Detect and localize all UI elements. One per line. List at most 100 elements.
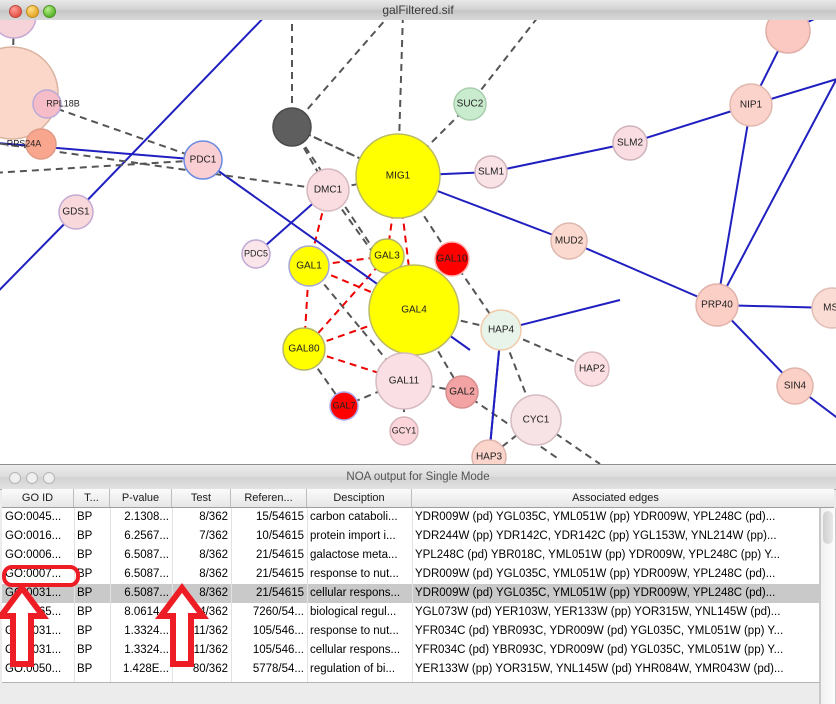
node-circle[interactable] [25,128,57,160]
node-circle[interactable] [480,309,522,351]
node-PDC5[interactable]: PDC5 [241,239,271,269]
node-circle[interactable] [375,352,433,410]
table-header-pvalue[interactable]: P-value [110,489,172,507]
node-circle[interactable] [474,155,508,189]
node-circle[interactable] [776,367,814,405]
node-GAL11[interactable]: GAL11 [375,352,433,410]
node-PRP40[interactable]: PRP40 [695,283,739,327]
node-circle[interactable] [369,238,405,274]
cell-reference: 7260/54... [252,606,304,618]
node-circle[interactable] [574,351,610,387]
node-GDS1[interactable]: GDS1 [58,194,94,230]
node-circle[interactable] [612,125,648,161]
dialog-close-button[interactable] [9,472,21,484]
node-circle[interactable] [272,107,312,147]
table-body[interactable]: GO:0045... BP 2.1308... 8/362 15/54615 carbon… [2,508,820,682]
network-graph[interactable]: RPL18B RPS24A GDS1 PDC1 PDC5 DMC1 MIG1 SUC2 SLM1… [0,20,836,464]
cell-edges: YDR009W (pd) YGL035C, YML051W (pp) YDR00… [415,511,776,523]
node-SUC2[interactable]: SUC2 [453,87,487,121]
table-row[interactable]: GO:0065... BP 8.0614... 94/362 7260/54... bio… [2,603,819,622]
node-topright[interactable] [765,20,811,54]
node-circle[interactable] [695,283,739,327]
cell-description: carbon cataboli... [310,511,398,523]
node-circle[interactable] [729,83,773,127]
table-row[interactable]: GO:0006... BP 6.5087... 8/362 21/54615 galact… [2,546,819,565]
dialog-zoom-button[interactable] [43,472,55,484]
table-header-type[interactable]: T... [74,489,110,507]
node-label: SLM1 [478,167,505,178]
node-HAP3[interactable]: HAP3 [471,439,507,464]
node-topleft[interactable] [0,20,37,39]
node-RPL18B[interactable]: RPL18B [32,89,80,119]
table-row[interactable]: GO:0016... BP 6.2567... 7/362 10/54615 protei… [2,527,819,546]
node-GAL4[interactable]: GAL4 [368,264,460,356]
node-DMC1[interactable]: DMC1 [306,168,350,212]
node-circle[interactable] [241,239,271,269]
node-RPS24A[interactable]: RPS24A [7,128,57,160]
node-grayhub[interactable] [272,107,312,147]
node-circle[interactable] [288,245,330,287]
node-CYC1[interactable]: CYC1 [510,394,562,446]
column-divider [412,508,413,682]
table-header-row[interactable]: GO ID T... P-value Test Referen... Desciption… [2,489,834,508]
node-MSI[interactable]: MSI [811,287,836,329]
table-header-edges[interactable]: Associated edges [572,492,659,504]
zoom-button[interactable] [43,5,56,18]
table-row[interactable]: GO:0031... BP 1.3324... 11/362 105/546... cel… [2,641,819,660]
node-PDC1[interactable]: PDC1 [183,140,223,180]
network-canvas[interactable]: RPL18B RPS24A GDS1 PDC1 PDC5 DMC1 MIG1 SUC2 SLM1… [0,20,836,464]
results-table[interactable]: GO ID T... P-value Test Referen... Desciption… [2,489,836,704]
node-circle[interactable] [453,87,487,121]
node-SLM1[interactable]: SLM1 [474,155,508,189]
edge-MUD2-PRP40 [568,240,718,306]
node-SIN4[interactable]: SIN4 [776,367,814,405]
node-circle[interactable] [329,391,359,421]
node-circle[interactable] [306,168,350,212]
node-HAP4[interactable]: HAP4 [480,309,522,351]
node-label: GAL7 [332,400,355,410]
node-MIG1[interactable]: MIG1 [355,133,441,219]
table-header-test[interactable]: Test [172,489,231,507]
node-circle[interactable] [550,222,588,260]
node-circle[interactable] [355,133,441,219]
node-circle[interactable] [510,394,562,446]
node-NIP1[interactable]: NIP1 [729,83,773,127]
table-row[interactable]: GO:0050... BP 1.428E... 80/362 5778/54... reg… [2,660,819,679]
node-circle[interactable] [765,20,811,54]
table-header-description[interactable]: Desciption [307,489,412,507]
table-row[interactable]: GO:0007... BP 6.5087... 8/362 21/54615 respon… [2,565,819,584]
node-circle[interactable] [389,416,419,446]
node-circle[interactable] [811,287,836,329]
node-circle[interactable] [282,327,326,371]
table-header-go_id[interactable]: GO ID [2,489,74,507]
node-GAL80[interactable]: GAL80 [282,327,326,371]
node-GAL3[interactable]: GAL3 [369,238,405,274]
network-nodes[interactable]: RPL18B RPS24A GDS1 PDC1 PDC5 DMC1 MIG1 SUC2 SLM1… [0,20,836,464]
node-circle[interactable] [471,439,507,464]
node-circle[interactable] [58,194,94,230]
node-GAL2[interactable]: GAL2 [445,375,479,409]
node-SLM2[interactable]: SLM2 [612,125,648,161]
node-circle[interactable] [0,20,37,39]
node-GAL1[interactable]: GAL1 [288,245,330,287]
node-MUD2[interactable]: MUD2 [550,222,588,260]
table-row[interactable]: GO:0045... BP 2.1308... 8/362 15/54615 carbon… [2,508,819,527]
minimize-button[interactable] [26,5,39,18]
node-GAL7[interactable]: GAL7 [329,391,359,421]
node-circle[interactable] [183,140,223,180]
table-row[interactable]: GO:0031... BP 1.3324... 11/362 105/546... res… [2,622,819,641]
scrollbar-thumb[interactable] [823,511,833,544]
close-button[interactable] [9,5,22,18]
cell-type: BP [77,549,93,561]
table-vertical-scrollbar[interactable] [820,508,836,704]
cell-go_id: GO:0045... [5,511,62,523]
node-circle[interactable] [32,89,62,119]
table-row[interactable]: GO:0031... BP 6.5087... 8/362 21/54615 cellul… [2,584,819,603]
dialog-minimize-button[interactable] [26,472,38,484]
node-GAL10[interactable]: GAL10 [434,241,470,277]
node-HAP2[interactable]: HAP2 [574,351,610,387]
table-header-reference[interactable]: Referen... [231,489,307,507]
node-GCY1[interactable]: GCY1 [389,416,419,446]
node-circle[interactable] [445,375,479,409]
node-circle[interactable] [434,241,470,277]
